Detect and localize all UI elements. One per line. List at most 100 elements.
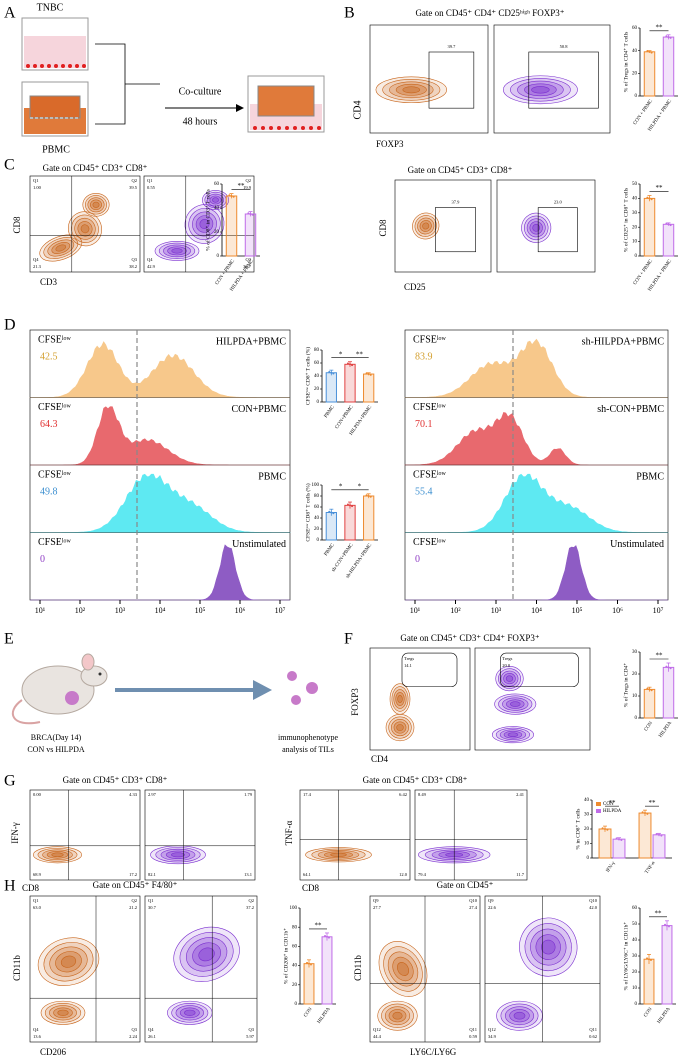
plot-frame (414, 789, 528, 881)
plot-frame (29, 175, 141, 273)
panel-label: H (4, 878, 16, 895)
x-tick-label: CON (644, 721, 654, 733)
contour (395, 83, 427, 96)
panel-label: E (4, 631, 14, 648)
point (326, 935, 328, 938)
plot-frame (29, 895, 141, 1043)
contour (396, 724, 404, 732)
quadrant-name: Q3 (246, 257, 252, 262)
gate-title: Gate on CD45⁺ CD3⁺ CD4⁺ FOXP3⁺ (400, 633, 540, 643)
contour (212, 197, 219, 203)
point (346, 362, 349, 365)
contour (422, 222, 430, 230)
point (646, 687, 649, 690)
quadrant-value: 0.59 (469, 1034, 478, 1039)
y-tick-label: 30 (584, 813, 590, 818)
caption: BRCA(Day 14) (31, 733, 82, 742)
sample-name: HILPDA+PBMC (216, 336, 286, 347)
point (665, 222, 668, 225)
quadrant-name: Q12 (373, 1027, 381, 1032)
y-axis-label: % in CD8⁺ T cells (574, 809, 581, 850)
y-tick-label: 10 (584, 842, 590, 847)
axis-label: FOXP3 (376, 139, 404, 149)
legend-label: HILPDA (603, 809, 622, 814)
bar (325, 512, 337, 541)
y-tick-label: 10 (632, 986, 638, 991)
point (369, 373, 372, 376)
contour (32, 846, 83, 864)
bar (325, 372, 337, 403)
significance-label: ** (655, 909, 663, 917)
y-tick-label: 20 (632, 672, 638, 677)
quadrant-name: Q2 (132, 898, 138, 903)
contour (44, 1003, 82, 1023)
gate-value: 39.7 (447, 44, 456, 49)
contour (494, 693, 537, 715)
contour (188, 207, 221, 241)
gate-value: 14.1 (404, 663, 412, 668)
gate-name: CFSEˡᵒʷ (38, 469, 71, 480)
contour (491, 726, 534, 744)
y-tick-label: 80 (314, 494, 320, 499)
quadrant-value: 1.00 (33, 185, 42, 190)
gate-title: Gate on CD45⁺ F4/80⁺ (93, 880, 178, 890)
quadrant-value: 22.6 (488, 905, 497, 910)
x-tick-label: HILPDA (657, 1007, 672, 1025)
quadrant-value: 82.1 (148, 872, 156, 877)
quadrant-name: Q4 (33, 1027, 39, 1032)
y-axis-label: % of CD8⁺ in CD3⁺ T cells (204, 189, 211, 251)
axis-label: CD11b (12, 955, 22, 981)
y-tick-label: 40 (314, 516, 320, 521)
quadrant-value: 1.79 (244, 792, 253, 797)
histogram (29, 341, 290, 398)
point (308, 962, 310, 965)
point (249, 213, 252, 215)
histogram (405, 545, 668, 601)
contour (535, 934, 561, 960)
contour (80, 224, 90, 234)
contour (49, 946, 88, 977)
point (228, 194, 231, 197)
axis-label: LY6C/LY6G (410, 1047, 457, 1057)
y-axis-label: % of Tregs in CD4⁺ (622, 663, 629, 708)
y-tick-label: 60 (632, 26, 638, 31)
bar (643, 958, 655, 1005)
point (650, 51, 653, 54)
contour (495, 666, 524, 692)
y-axis-label: % of CD25⁺ in CD8⁺ T cells (622, 188, 629, 252)
point (667, 223, 670, 226)
contour (395, 692, 405, 706)
contour (37, 937, 100, 986)
gate-value: 64.3 (40, 419, 58, 430)
panel-label: D (4, 317, 16, 334)
y-tick-label: 20 (632, 970, 638, 975)
y-tick-label: 40 (214, 206, 220, 211)
gate-value: Tregs (502, 656, 512, 661)
quadrant-value: 42.9 (147, 264, 156, 269)
x-tick-label: HILPDA (658, 721, 673, 739)
legend-swatch (596, 802, 601, 806)
point (664, 923, 667, 926)
contour (541, 939, 556, 955)
histogram (30, 406, 290, 466)
point (646, 196, 649, 199)
quadrant-value: 4.33 (129, 792, 138, 797)
plot-frame (144, 789, 256, 881)
quadrant-value: 27.4 (469, 905, 478, 910)
y-tick-label: 30 (632, 954, 638, 959)
bar (363, 495, 375, 541)
point (604, 828, 606, 830)
quadrant-value: 2.41 (516, 792, 524, 797)
histogram (30, 473, 291, 533)
plot-frame (394, 179, 492, 273)
quadrant-value: 37.2 (246, 905, 254, 910)
x-tick-label: 10² (450, 606, 461, 615)
plot-frame (29, 789, 141, 881)
y-tick-label: 0 (635, 94, 638, 99)
panel-label: F (344, 631, 353, 648)
contour (57, 1009, 69, 1016)
x-tick-label: TNF-α (645, 861, 657, 875)
x-tick-label: PBMC (324, 542, 336, 557)
contour (502, 75, 578, 105)
contour (92, 201, 100, 208)
